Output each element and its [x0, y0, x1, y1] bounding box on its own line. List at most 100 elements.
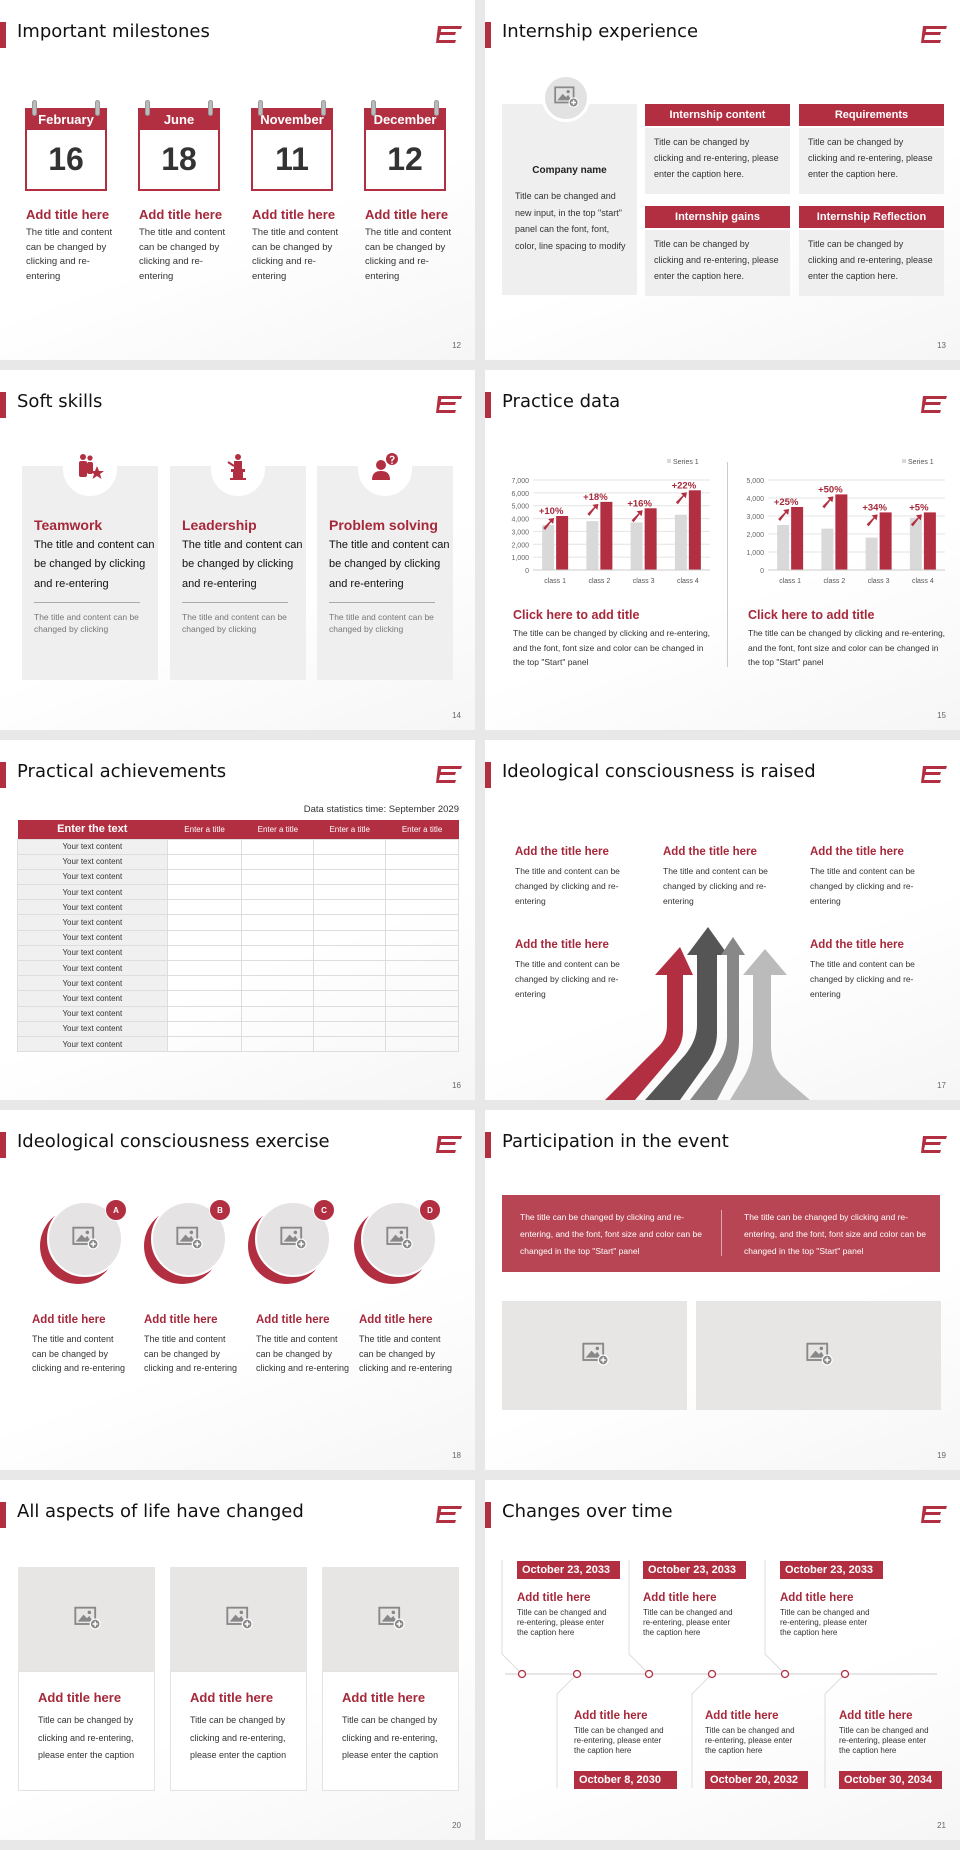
table-cell[interactable] — [166, 899, 243, 916]
table-cell[interactable] — [313, 1020, 387, 1037]
table-cell[interactable] — [241, 838, 315, 855]
row-label-cell[interactable]: Your text content — [17, 899, 168, 916]
date-label: October 23, 2033 — [780, 1561, 883, 1579]
table-cell[interactable] — [241, 1005, 315, 1022]
row-label-cell[interactable]: Your text content — [17, 868, 168, 886]
table-cell[interactable] — [241, 990, 315, 1007]
table-cell[interactable] — [166, 1020, 243, 1037]
table-cell[interactable] — [313, 853, 387, 870]
milestone-text: The title and content can be changed by … — [26, 227, 113, 282]
table-cell[interactable] — [166, 1005, 243, 1022]
table-cell[interactable] — [166, 929, 243, 946]
image-placeholder[interactable] — [696, 1301, 941, 1410]
table-cell[interactable] — [385, 990, 459, 1007]
table-cell[interactable] — [385, 1005, 459, 1022]
table-cell[interactable] — [313, 929, 387, 946]
divider — [182, 601, 288, 603]
row-label-cell[interactable]: Your text content — [17, 944, 168, 962]
table-cell[interactable] — [313, 868, 387, 886]
slide-20: All aspects of life have changed 20 Add ti… — [0, 1480, 475, 1840]
logo-icon — [921, 396, 947, 414]
row-label-cell[interactable]: Your text content — [17, 884, 168, 901]
table-cell[interactable] — [241, 853, 315, 870]
table-cell[interactable] — [313, 899, 387, 916]
column-header[interactable]: Enter a title — [167, 820, 242, 839]
title-accent-bar — [485, 392, 491, 418]
column-header[interactable]: Enter a title — [385, 820, 459, 839]
table-cell[interactable] — [166, 914, 243, 931]
row-label-cell[interactable]: Your text content — [17, 1035, 168, 1053]
table-cell[interactable] — [385, 884, 459, 901]
table-cell[interactable] — [241, 959, 315, 977]
table-cell[interactable] — [313, 959, 387, 977]
table-cell[interactable] — [313, 914, 387, 931]
row-label-cell[interactable]: Your text content — [17, 975, 168, 992]
table-cell[interactable] — [166, 838, 243, 855]
event-text: Title can be changed and re-entering, pl… — [643, 1608, 733, 1637]
item-title: Add title here — [359, 1314, 433, 1326]
bar-series-1 — [542, 525, 555, 570]
calendar-day: 12 — [387, 141, 423, 177]
table-cell[interactable] — [385, 975, 459, 992]
table-row: Your text content — [17, 1035, 459, 1053]
table-cell[interactable] — [241, 975, 315, 992]
table-cell[interactable] — [385, 868, 459, 886]
table-cell[interactable] — [385, 853, 459, 870]
table-cell[interactable] — [241, 1035, 315, 1053]
image-placeholder[interactable] — [322, 1567, 459, 1671]
row-label-cell[interactable]: Your text content — [17, 1020, 168, 1037]
table-cell[interactable] — [241, 868, 315, 886]
table-row: Your text content — [17, 959, 459, 977]
image-placeholder[interactable] — [18, 1567, 155, 1671]
row-label-cell[interactable]: Your text content — [17, 853, 168, 870]
table-cell[interactable] — [385, 1020, 459, 1037]
table-cell[interactable] — [241, 884, 315, 901]
column-header[interactable]: Enter a title — [313, 820, 386, 839]
growth-label: +16% — [627, 498, 652, 509]
slide-title: Ideological consciousness exercise — [17, 1131, 330, 1152]
item-title: Add the title here — [515, 939, 609, 951]
table-cell[interactable] — [241, 944, 315, 962]
row-label-cell[interactable]: Your text content — [17, 929, 168, 946]
table-cell[interactable] — [241, 1020, 315, 1037]
image-placeholder[interactable] — [255, 1201, 331, 1277]
column-header[interactable]: Enter a title — [241, 820, 314, 839]
table-cell[interactable] — [166, 944, 243, 962]
table-cell[interactable] — [166, 884, 243, 901]
table-cell[interactable] — [313, 990, 387, 1007]
table-cell[interactable] — [166, 959, 243, 977]
row-label-cell[interactable]: Your text content — [17, 959, 168, 977]
table-cell[interactable] — [313, 884, 387, 901]
table-cell[interactable] — [313, 1005, 387, 1022]
column-header[interactable]: Enter the text — [17, 820, 168, 839]
table-cell[interactable] — [385, 929, 459, 946]
logo-icon — [921, 26, 947, 44]
table-cell[interactable] — [241, 929, 315, 946]
table-cell[interactable] — [166, 853, 243, 870]
skill-icon-circle — [63, 442, 117, 496]
table-cell[interactable] — [313, 1035, 387, 1053]
table-cell[interactable] — [241, 899, 315, 916]
table-cell[interactable] — [385, 914, 459, 931]
image-placeholder[interactable] — [170, 1567, 307, 1671]
table-cell[interactable] — [241, 914, 315, 931]
table-cell[interactable] — [385, 959, 459, 977]
table-cell[interactable] — [166, 990, 243, 1007]
image-placeholder[interactable] — [502, 1301, 687, 1410]
row-label-cell[interactable]: Your text content — [17, 1005, 168, 1022]
table-cell[interactable] — [313, 838, 387, 855]
table-cell[interactable] — [166, 1035, 243, 1053]
table-cell[interactable] — [385, 838, 459, 855]
table-cell[interactable] — [385, 944, 459, 962]
table-cell[interactable] — [313, 944, 387, 962]
row-label-cell[interactable]: Your text content — [17, 990, 168, 1007]
table-cell[interactable] — [166, 868, 243, 886]
table-cell[interactable] — [166, 975, 243, 992]
table-cell[interactable] — [313, 975, 387, 992]
table-cell[interactable] — [385, 899, 459, 916]
row-label-cell[interactable]: Your text content — [17, 838, 168, 855]
table-cell[interactable] — [385, 1035, 459, 1053]
y-tick-label: 3,000 — [511, 529, 529, 536]
growth-label: +34% — [862, 502, 887, 513]
row-label-cell[interactable]: Your text content — [17, 914, 168, 931]
